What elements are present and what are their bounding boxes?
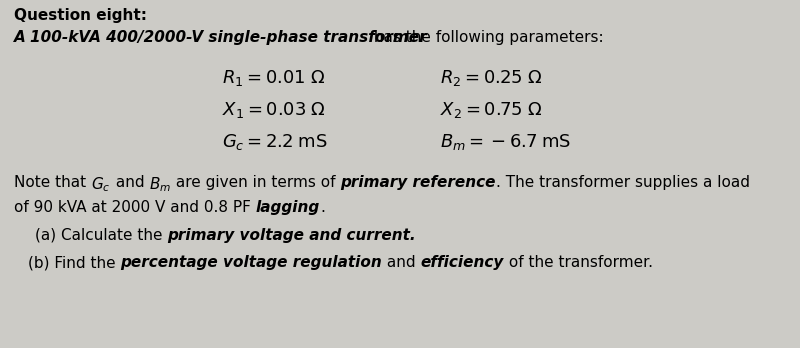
Text: A 100-kVA 400/2000-V single-phase transformer: A 100-kVA 400/2000-V single-phase transf… bbox=[14, 30, 428, 45]
Text: Question eight:: Question eight: bbox=[14, 8, 147, 23]
Text: $X_1 = 0.03\;\Omega$: $X_1 = 0.03\;\Omega$ bbox=[222, 100, 326, 120]
Text: are given in terms of: are given in terms of bbox=[171, 175, 341, 190]
Text: (b) Find the: (b) Find the bbox=[28, 255, 121, 270]
Text: efficiency: efficiency bbox=[421, 255, 504, 270]
Text: primary voltage and current.: primary voltage and current. bbox=[167, 228, 416, 243]
Text: $G_c$: $G_c$ bbox=[91, 175, 110, 194]
Text: lagging: lagging bbox=[256, 200, 320, 215]
Text: of 90 kVA at 2000 V and 0.8 PF: of 90 kVA at 2000 V and 0.8 PF bbox=[14, 200, 256, 215]
Text: and: and bbox=[382, 255, 421, 270]
Text: . The transformer supplies a load: . The transformer supplies a load bbox=[496, 175, 750, 190]
Text: $G_c = 2.2\;\mathrm{mS}$: $G_c = 2.2\;\mathrm{mS}$ bbox=[222, 132, 328, 152]
Text: has the following parameters:: has the following parameters: bbox=[369, 30, 604, 45]
Text: $R_2 = 0.25\;\Omega$: $R_2 = 0.25\;\Omega$ bbox=[440, 68, 542, 88]
Text: (a) Calculate the: (a) Calculate the bbox=[35, 228, 167, 243]
Text: $B_m = -6.7\;\mathrm{mS}$: $B_m = -6.7\;\mathrm{mS}$ bbox=[440, 132, 571, 152]
Text: and: and bbox=[110, 175, 149, 190]
Text: $R_1 = 0.01\;\Omega$: $R_1 = 0.01\;\Omega$ bbox=[222, 68, 325, 88]
Text: primary reference: primary reference bbox=[341, 175, 496, 190]
Text: Note that: Note that bbox=[14, 175, 91, 190]
Text: of the transformer.: of the transformer. bbox=[504, 255, 653, 270]
Text: $X_2 = 0.75\;\Omega$: $X_2 = 0.75\;\Omega$ bbox=[440, 100, 542, 120]
Text: .: . bbox=[320, 200, 325, 215]
Text: $B_m$: $B_m$ bbox=[149, 175, 171, 194]
Text: percentage voltage regulation: percentage voltage regulation bbox=[121, 255, 382, 270]
